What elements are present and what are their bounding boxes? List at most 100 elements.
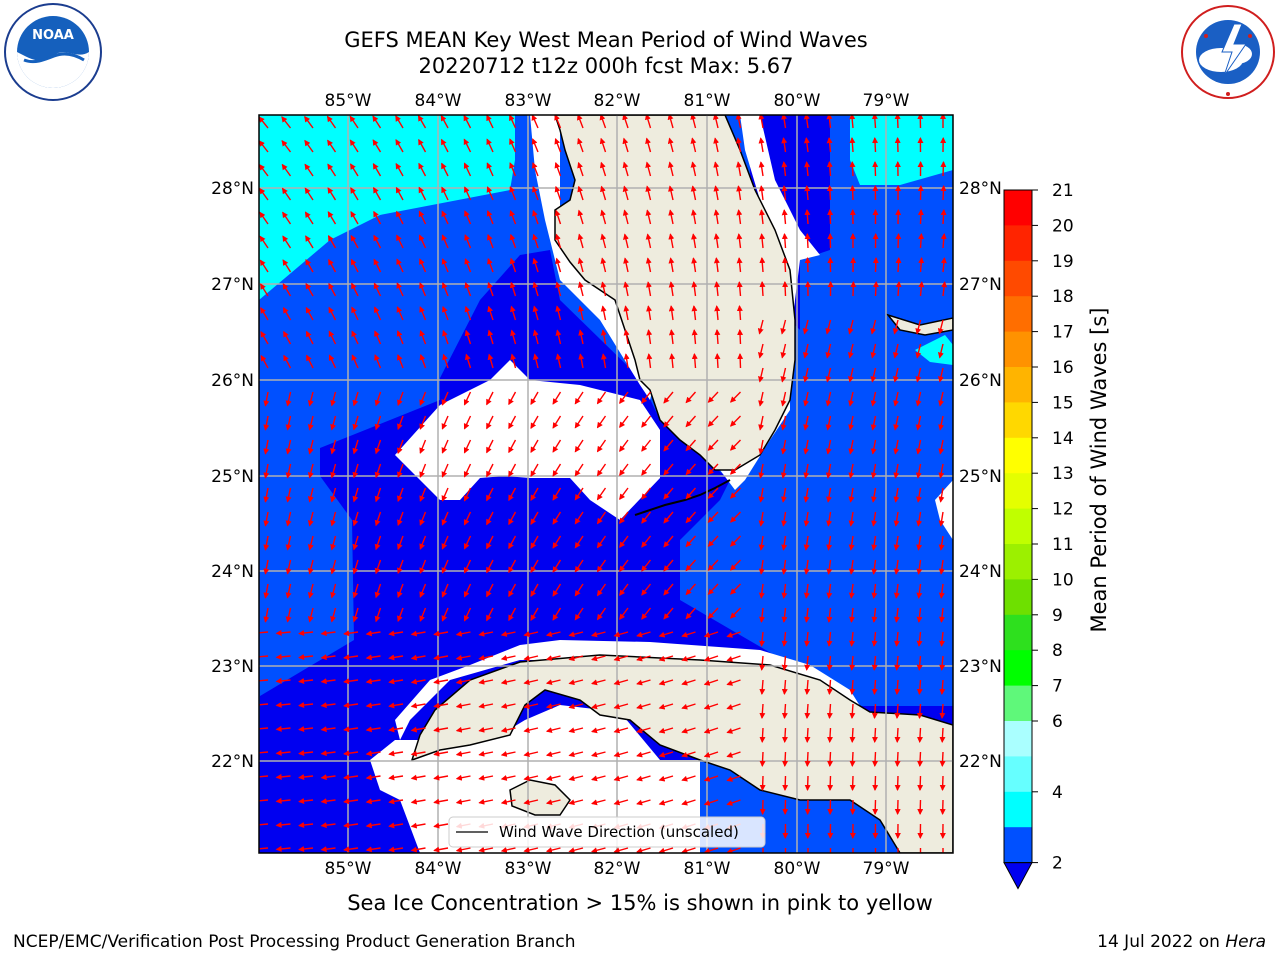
wind-arrow <box>622 161 629 177</box>
wind-arrow <box>478 678 494 685</box>
wind-arrow <box>591 799 606 806</box>
wind-arrow <box>327 211 337 225</box>
wind-arrow <box>530 535 539 549</box>
wind-arrow <box>419 306 427 321</box>
wind-arrow <box>374 330 382 345</box>
wind-arrow <box>613 631 629 638</box>
chart-title: GEFS MEAN Key West Mean Period of Wind W… <box>344 28 868 52</box>
wind-arrow <box>508 511 517 526</box>
wind-arrow <box>263 607 270 623</box>
wind-arrow <box>397 487 404 503</box>
colorbar-tick-label: 10 <box>1052 570 1074 590</box>
wind-arrow <box>510 353 517 369</box>
wind-arrow <box>619 511 629 525</box>
land-bahamas <box>885 313 953 336</box>
wind-arrow <box>893 511 900 527</box>
wind-arrow <box>419 607 427 622</box>
wind-arrow <box>373 234 382 249</box>
wind-arrow <box>298 678 314 685</box>
wind-arrow <box>849 185 856 201</box>
wind-arrow <box>780 463 787 479</box>
colorbar-segment <box>1004 260 1032 297</box>
wind-arrow <box>894 655 901 671</box>
wind-arrow <box>486 511 494 526</box>
lon-label: 84°W <box>415 91 462 111</box>
wind-arrow <box>870 415 877 431</box>
wind-arrow <box>545 775 561 782</box>
wind-arrow <box>486 115 494 129</box>
colorbar: 21 20 19 18 17 16 15 14 13 12 11 10 9 8 7 6 4 2 <box>1003 181 1074 890</box>
colorbar-segment <box>1004 827 1032 864</box>
wind-arrow <box>619 535 629 549</box>
wind-arrow <box>825 319 832 335</box>
wind-arrow <box>441 511 449 526</box>
wind-arrow <box>758 463 765 479</box>
wind-arrow <box>463 115 472 129</box>
wind-arrow <box>568 775 584 782</box>
wind-arrow <box>343 822 359 829</box>
wind-arrow <box>397 559 404 575</box>
wind-arrow <box>641 607 652 620</box>
wind-arrow <box>803 367 809 383</box>
wind-arrow <box>613 751 629 758</box>
wind-arrow <box>531 138 539 153</box>
wind-arrow <box>388 798 404 805</box>
chart-subtitle: 20220712 t12z 000h fcst Max: 5.67 <box>418 54 794 78</box>
wind-arrow <box>307 415 314 431</box>
wind-arrow <box>685 559 697 572</box>
wind-arrow <box>871 559 878 575</box>
footer-date: 14 Jul 2022 on Hera <box>1097 932 1266 952</box>
wind-arrow <box>939 703 946 719</box>
wind-arrow <box>685 463 697 476</box>
wind-arrow <box>545 679 561 686</box>
wind-arrow <box>350 187 359 201</box>
wind-arrow <box>365 750 381 757</box>
wind-arrow <box>871 511 878 527</box>
wind-arrow <box>681 703 696 710</box>
wind-arrow <box>552 607 562 621</box>
wind-arrow <box>486 391 494 406</box>
wind-arrow <box>305 235 314 249</box>
wind-arrow <box>658 847 674 853</box>
wind-arrow <box>500 798 516 805</box>
wind-arrow <box>871 727 878 743</box>
wind-arrow <box>636 751 651 758</box>
wind-arrow <box>645 209 652 225</box>
wind-arrow <box>636 631 651 638</box>
wind-arrow <box>343 702 359 709</box>
wind-arrow <box>591 679 606 686</box>
wind-arrow <box>441 282 449 297</box>
white-gap-east-islands <box>935 480 953 540</box>
wind-arrow <box>591 703 606 710</box>
wind-arrow <box>298 726 314 733</box>
wind-arrow <box>707 535 719 547</box>
wind-arrow <box>636 775 651 782</box>
wind-arrow <box>667 161 674 177</box>
wind-arrow <box>298 750 314 757</box>
lat-label: 23°N <box>959 657 1002 677</box>
wind-arrow <box>758 137 765 153</box>
wind-arrow <box>463 535 472 550</box>
wind-arrow <box>917 751 924 767</box>
wind-arrow <box>730 415 741 427</box>
wind-arrow <box>455 774 471 781</box>
wind-arrow <box>623 257 630 273</box>
noaa-logo-text: NOAA <box>32 28 74 43</box>
wind-arrow <box>545 799 561 806</box>
wind-arrow <box>574 391 584 405</box>
wind-arrow <box>463 511 472 526</box>
wind-arrow <box>374 306 382 321</box>
wind-arrow <box>938 463 945 479</box>
wind-arrow <box>759 257 766 273</box>
wind-arrow <box>486 138 494 153</box>
wind-arrow <box>758 583 765 599</box>
wind-arrow <box>681 655 696 662</box>
wind-arrow <box>782 775 789 791</box>
wind-arrow <box>259 773 269 780</box>
wind-arrow <box>275 845 291 852</box>
wind-arrow <box>552 415 562 429</box>
wind-arrow <box>327 163 337 177</box>
wind-arrow <box>759 281 766 297</box>
wind-arrow <box>397 535 404 551</box>
wind-arrow <box>328 306 337 321</box>
